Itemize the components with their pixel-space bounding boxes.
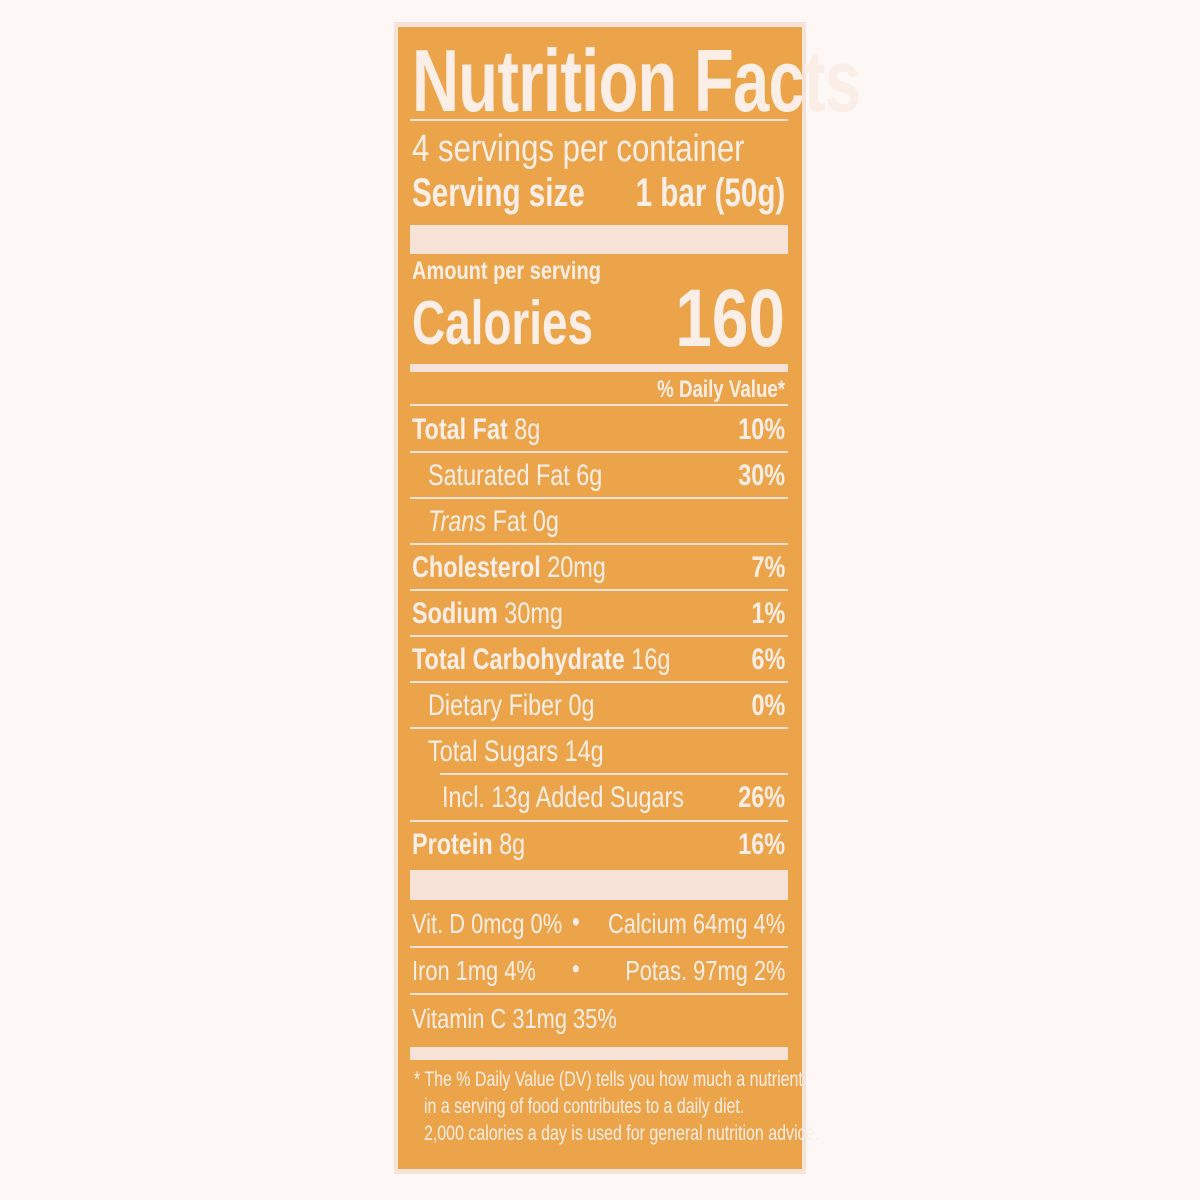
nutrient-dv: 30% [738, 459, 785, 492]
divider [410, 681, 788, 683]
footnote-line-2: in a serving of food contributes to a da… [424, 1095, 745, 1118]
nutrient-amount: 20mg [547, 551, 606, 584]
divider [410, 451, 788, 453]
calcium: Calcium 64mg 4% [607, 908, 785, 939]
divider [410, 589, 788, 591]
nutrition-facts-panel [398, 27, 802, 1169]
nutrient-amount: Fat 0g [492, 505, 559, 538]
divider [410, 119, 788, 121]
nutrient-dv: 16% [738, 828, 785, 861]
nutrient-amount: 0g [568, 689, 595, 722]
nutrient-dv: 6% [751, 643, 785, 676]
nutrient-dv: 10% [738, 413, 785, 446]
divider [410, 993, 788, 995]
divider [410, 946, 788, 948]
divider [410, 635, 788, 637]
nutrient-amount: 14g [564, 735, 604, 768]
divider [410, 727, 788, 729]
title: Nutrition Facts [412, 31, 861, 130]
nutrient-amount: 30mg [504, 597, 563, 630]
nutrient-label: Total Carbohydrate [412, 643, 625, 676]
iron: Iron 1mg 4% [412, 955, 536, 986]
divider [440, 773, 788, 775]
serving-size-value: 1 bar (50g) [635, 171, 785, 215]
nutrient-dv: 1% [751, 597, 785, 630]
nutrient-label: Trans [428, 505, 487, 538]
divider [410, 820, 788, 822]
vitamin-d: Vit. D 0mcg 0% [412, 908, 563, 939]
nutrient-label: Total Sugars [428, 735, 559, 768]
thick-divider [410, 225, 788, 254]
nutrient-label: Total Fat [412, 413, 508, 446]
nutrient-label: Dietary Fiber [428, 689, 562, 722]
servings-per-container: 4 servings per container [412, 128, 745, 170]
divider [410, 543, 788, 545]
thick-divider [410, 870, 788, 900]
daily-value-header: % Daily Value* [657, 376, 785, 403]
calories-value: 160 [675, 273, 785, 364]
nutrient-label: Incl. 13g Added Sugars [442, 781, 684, 814]
nutrient-amount: 6g [576, 459, 603, 492]
nutrient-label: Sodium [412, 597, 498, 630]
nutrient-amount: 16g [631, 643, 671, 676]
medium-divider [410, 1047, 788, 1060]
amount-per-serving: Amount per serving [412, 257, 601, 285]
serving-size-label: Serving size [412, 171, 585, 215]
nutrient-label: Cholesterol [412, 551, 541, 584]
nutrient-dv: 26% [738, 781, 785, 814]
divider [410, 497, 788, 499]
footnote-line-3: 2,000 calories a day is used for general… [424, 1122, 819, 1145]
nutrient-dv: 7% [751, 551, 785, 584]
nutrient-label: Protein [412, 828, 493, 861]
vitamin-c: Vitamin C 31mg 35% [412, 1003, 617, 1034]
nutrient-amount: 8g [499, 828, 526, 861]
medium-divider [410, 364, 788, 372]
nutrient-amount: 8g [514, 413, 541, 446]
nutrient-label: Saturated Fat [428, 459, 570, 492]
calories-label: Calories [412, 289, 594, 358]
nutrient-dv: 0% [751, 689, 785, 722]
footnote-line-1: * The % Daily Value (DV) tells you how m… [414, 1068, 803, 1091]
divider [410, 404, 788, 406]
potassium: Potas. 97mg 2% [624, 955, 785, 986]
bullet: • [572, 953, 580, 984]
bullet: • [572, 906, 580, 937]
